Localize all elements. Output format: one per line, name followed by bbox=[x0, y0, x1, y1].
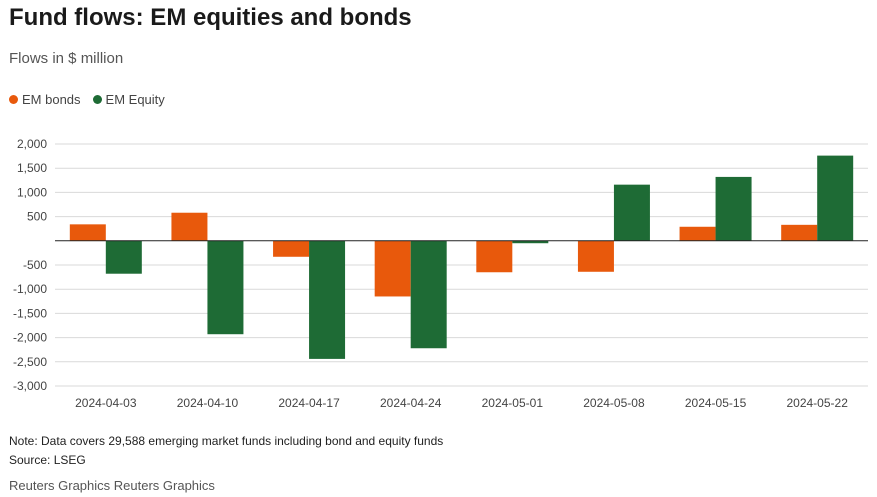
x-tick-label: 2024-05-22 bbox=[786, 396, 848, 410]
legend-label-equity: EM Equity bbox=[105, 92, 165, 107]
bar-em-bonds bbox=[679, 226, 716, 241]
bar-em-equity bbox=[613, 184, 650, 241]
x-tick-label: 2024-04-03 bbox=[75, 396, 137, 410]
bar-em-bonds bbox=[69, 224, 106, 241]
bars bbox=[69, 155, 854, 359]
legend-item-bonds: EM bonds bbox=[9, 92, 81, 107]
legend-swatch-equity bbox=[92, 95, 102, 104]
y-tick-label: -3,000 bbox=[13, 379, 47, 393]
x-tick-label: 2024-05-01 bbox=[482, 396, 544, 410]
y-tick-label: 2,000 bbox=[17, 137, 47, 151]
chart-subtitle: Flows in $ million bbox=[9, 50, 124, 67]
source-line: Source: LSEG bbox=[9, 453, 86, 467]
legend-swatch-bonds bbox=[9, 95, 18, 104]
bar-em-equity bbox=[309, 240, 346, 359]
y-tick-label: -500 bbox=[23, 258, 47, 272]
x-tick-label: 2024-04-24 bbox=[380, 396, 442, 410]
legend-label-bonds: EM bonds bbox=[22, 92, 81, 107]
y-axis-labels: 2,000 1,500 1,000 500 -500 -1,000 -1,500 -2,000… bbox=[13, 137, 47, 393]
legend: EM bonds EM Equity bbox=[9, 92, 165, 107]
bar-chart: 2,000 1,500 1,000 500 -500 -1,000 -1,500 -2,000… bbox=[13, 137, 868, 410]
y-tick-label: -1,500 bbox=[13, 306, 47, 320]
x-tick-label: 2024-05-15 bbox=[685, 396, 747, 410]
bar-em-bonds bbox=[577, 240, 614, 272]
bar-em-bonds bbox=[374, 240, 411, 297]
y-tick-label: 1,000 bbox=[17, 185, 47, 199]
bar-em-bonds bbox=[781, 224, 818, 241]
credit-line: Reuters Graphics Reuters Graphics bbox=[9, 478, 215, 493]
bar-em-equity bbox=[512, 240, 549, 244]
bar-em-equity bbox=[105, 240, 142, 274]
y-tick-label: 1,500 bbox=[17, 161, 47, 175]
x-tick-label: 2024-04-17 bbox=[278, 396, 340, 410]
footnote: Note: Data covers 29,588 emerging market… bbox=[9, 434, 444, 448]
y-tick-label: -2,000 bbox=[13, 331, 47, 345]
x-tick-label: 2024-05-08 bbox=[583, 396, 645, 410]
bar-em-equity bbox=[715, 176, 752, 241]
y-tick-label: -1,000 bbox=[13, 282, 47, 296]
y-tick-label: -2,500 bbox=[13, 355, 47, 369]
x-axis-labels: 2024-04-03 2024-04-10 2024-04-17 2024-04-24… bbox=[75, 396, 848, 410]
bar-em-bonds bbox=[273, 240, 310, 257]
x-tick-label: 2024-04-10 bbox=[177, 396, 239, 410]
y-tick-label: 500 bbox=[27, 210, 47, 224]
legend-item-equity: EM Equity bbox=[92, 92, 165, 107]
bar-em-equity bbox=[410, 240, 447, 349]
bar-em-equity bbox=[817, 155, 854, 241]
bar-em-bonds bbox=[171, 212, 208, 241]
chart-title: Fund flows: EM equities and bonds bbox=[9, 4, 412, 31]
bar-em-equity bbox=[207, 240, 244, 335]
bar-em-bonds bbox=[476, 240, 513, 273]
